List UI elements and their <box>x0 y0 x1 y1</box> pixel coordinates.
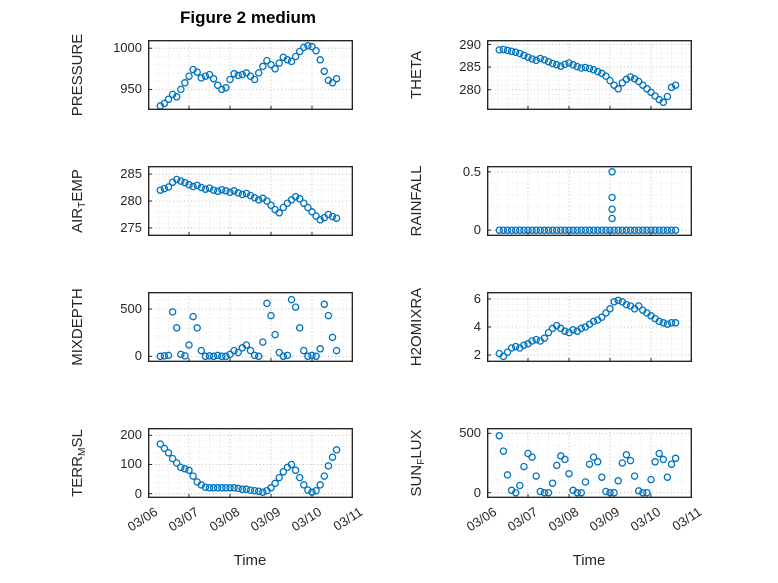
data-points <box>495 168 680 234</box>
major-grid <box>487 40 692 110</box>
data-points <box>495 431 680 497</box>
data-points <box>156 440 341 496</box>
plot-border <box>148 166 353 236</box>
y-tick-label: 0 <box>134 348 142 364</box>
x-tick-label: 03/06 <box>124 504 161 535</box>
y-axis-label-terr-msl: TERRMSL <box>69 429 88 497</box>
x-tick-label: 03/07 <box>504 504 541 535</box>
major-grid <box>148 166 353 236</box>
data-points <box>495 296 680 361</box>
plot-border <box>487 166 692 236</box>
figure-title: Figure 2 medium <box>179 8 317 27</box>
y-tick-label: 0 <box>473 484 481 500</box>
plot-pressure <box>148 40 353 110</box>
y-tick-label: 2 <box>473 347 481 362</box>
plot-theta <box>487 40 692 110</box>
x-tick-label: 03/10 <box>288 504 325 535</box>
y-tick-label: 500 <box>459 425 481 441</box>
plot-border <box>487 428 692 498</box>
y-tick-label: 1000 <box>113 40 142 56</box>
y-axis-label-h2omixra: H2OMIXRA <box>408 287 425 367</box>
x-tick-label: 03/09 <box>247 504 284 535</box>
data-points <box>156 175 341 224</box>
y-tick-label: 4 <box>473 319 481 334</box>
y-tick-label: 500 <box>120 301 142 317</box>
axis-ticks <box>148 434 353 498</box>
minor-grid <box>487 166 692 236</box>
plot-sun-flux <box>487 428 692 498</box>
plot-border <box>487 292 692 362</box>
y-tick-label: 6 <box>473 291 481 306</box>
y-tick-label: 275 <box>120 219 142 235</box>
x-tick-label: 03/07 <box>165 504 202 535</box>
major-grid <box>487 166 692 236</box>
plot-border <box>148 428 353 498</box>
x-tick-label: 03/08 <box>545 504 582 535</box>
plot-terr-msl <box>148 428 353 498</box>
major-grid <box>487 292 692 362</box>
major-grid <box>487 428 692 498</box>
y-tick-label: 0 <box>473 222 481 238</box>
plot-air-temp <box>148 166 353 236</box>
y-tick-label: 950 <box>120 81 142 97</box>
plot-mixdepth <box>148 292 353 362</box>
data-points <box>156 295 341 361</box>
y-tick-label: 290 <box>459 36 481 52</box>
x-axis-label-right: Time <box>572 552 606 569</box>
y-tick-label: 280 <box>459 81 481 97</box>
x-tick-label: 03/11 <box>669 504 705 534</box>
plot-border <box>487 40 692 110</box>
y-axis-label-mixdepth: MIXDEPTH <box>69 288 86 366</box>
plot-border <box>148 40 353 110</box>
y-tick-label: 100 <box>120 456 142 472</box>
data-points <box>495 45 680 107</box>
major-grid <box>148 40 353 110</box>
x-tick-label: 03/10 <box>627 504 664 535</box>
y-tick-label: 0 <box>134 485 142 501</box>
y-tick-label: 280 <box>120 193 142 208</box>
x-tick-label: 03/11 <box>330 504 366 534</box>
plot-h2omixra <box>487 292 692 362</box>
y-tick-label: 0.5 <box>462 163 481 179</box>
data-points <box>156 42 341 110</box>
major-grid <box>148 292 353 362</box>
y-tick-label: 200 <box>120 427 142 443</box>
y-axis-label-sun-flux: SUNFLUX <box>408 429 427 497</box>
y-tick-label: 285 <box>459 59 481 75</box>
axis-ticks <box>487 171 692 236</box>
x-tick-label: 03/08 <box>206 504 243 535</box>
x-tick-label: 03/09 <box>586 504 623 535</box>
x-tick-label: 03/06 <box>463 504 500 535</box>
axis-ticks <box>487 298 692 362</box>
x-axis-label-left: Time <box>233 552 267 569</box>
major-grid <box>148 428 353 498</box>
plot-rainfall <box>487 166 692 236</box>
plot-border <box>148 292 353 362</box>
y-tick-label: 285 <box>120 166 142 182</box>
